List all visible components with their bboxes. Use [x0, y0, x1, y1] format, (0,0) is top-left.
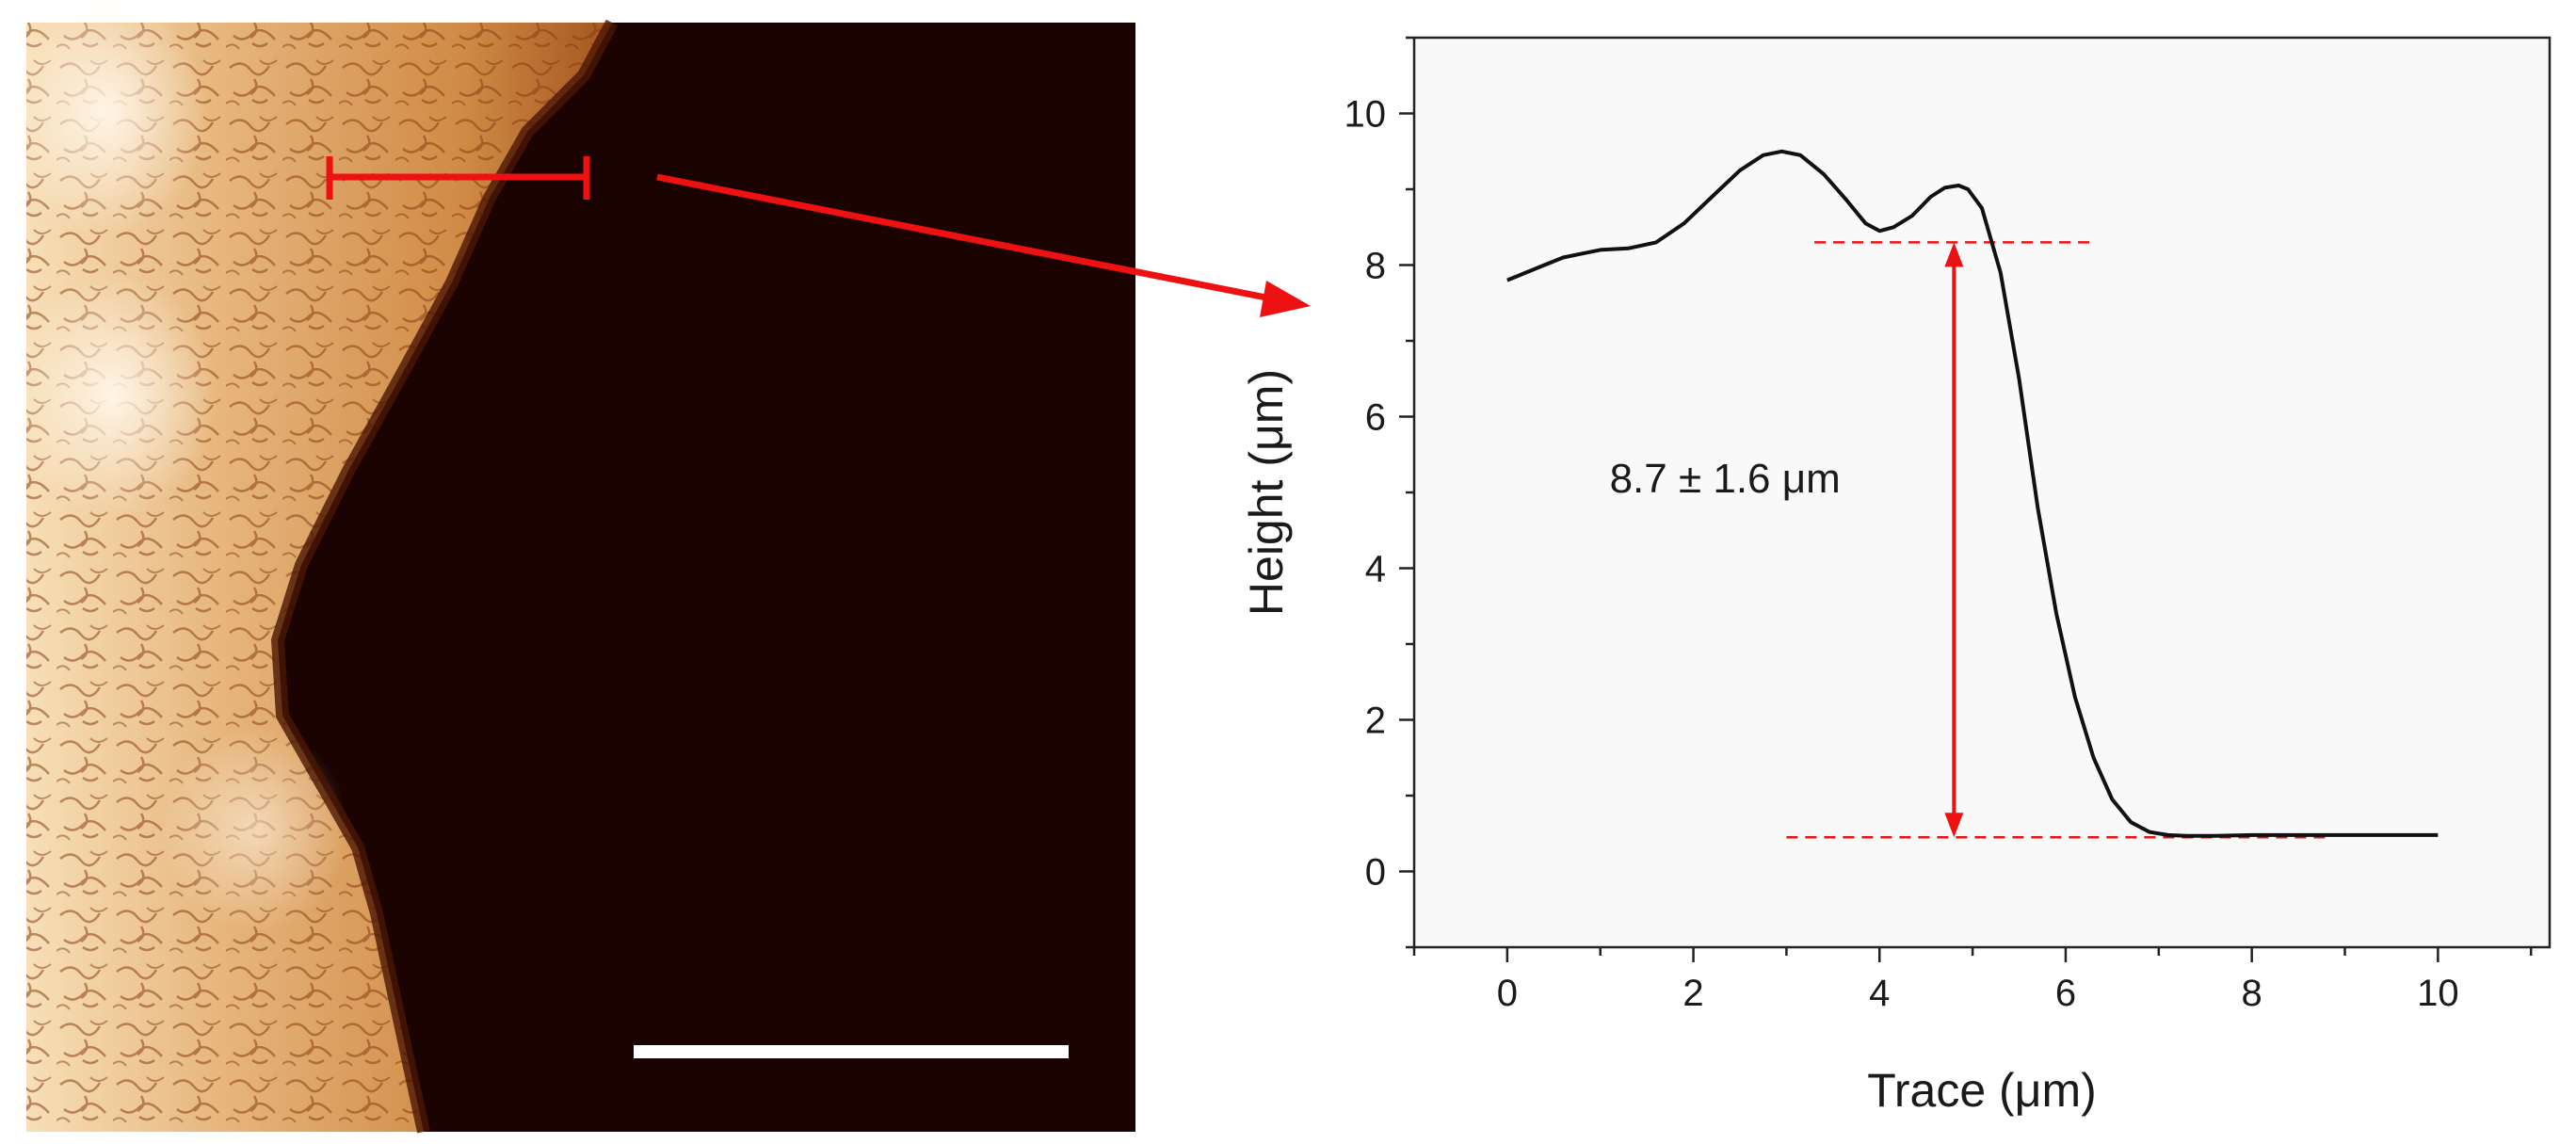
- afm-bright-region: [9, 273, 217, 518]
- afm-topography-image: [0, 0, 1135, 1134]
- series-line: [1506, 149, 2439, 838]
- x-tick-label: 6: [2055, 973, 2076, 1014]
- y-tick-label: 6: [1365, 397, 1386, 439]
- profile-line-marker: [326, 156, 590, 200]
- y-tick-label: 10: [1344, 94, 1387, 136]
- x-tick-label: 0: [1497, 973, 1518, 1014]
- y-axis-label: Height (μm): [1240, 369, 1293, 616]
- x-axis-label: Trace (μm): [1867, 1064, 2097, 1117]
- annotation-step-height: 8.7 ± 1.6 μm: [1610, 242, 1964, 838]
- afm-edge-shadow: [270, 19, 619, 1134]
- x-tick-label: 10: [2417, 973, 2459, 1014]
- y-tick-label: 0: [1365, 852, 1386, 894]
- x-tick-label: 2: [1682, 973, 1703, 1014]
- y-tick-label: 2: [1365, 701, 1386, 742]
- plot-background: [1414, 38, 2550, 947]
- x-tick-label: 8: [2242, 973, 2262, 1014]
- afm-bright-region: [160, 725, 348, 932]
- annotation-label: 8.7 ± 1.6 μm: [1610, 456, 1841, 502]
- scale-bar: [634, 1045, 1069, 1058]
- pointer-arrow: [656, 173, 1311, 317]
- arrow-head-up: [1944, 242, 1964, 267]
- afm-bright-region: [0, 0, 207, 235]
- y-tick-label: 4: [1365, 549, 1386, 590]
- arrow-head-down: [1944, 813, 1964, 838]
- x-tick-label: 4: [1869, 973, 1890, 1014]
- y-tick-label: 8: [1365, 246, 1386, 287]
